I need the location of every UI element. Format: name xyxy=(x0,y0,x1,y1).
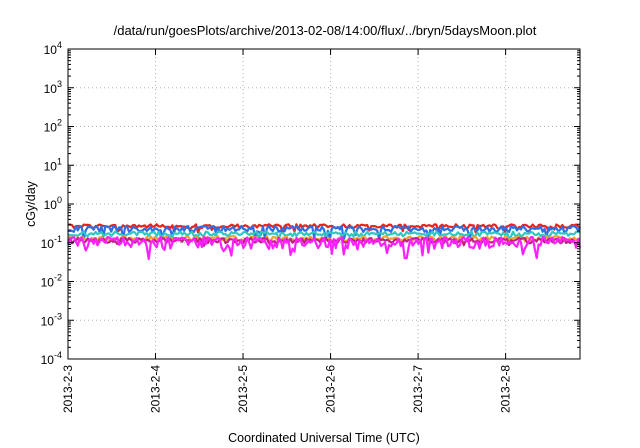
y-tick-label: 10-3 xyxy=(41,311,62,328)
x-tick-label: 2013-2-8 xyxy=(499,365,513,413)
y-tick-label: 102 xyxy=(44,118,62,135)
y-tick-label: 100 xyxy=(44,195,62,212)
y-tick-label: 101 xyxy=(44,156,62,173)
y-tick-label: 10-2 xyxy=(41,273,62,290)
y-axis: 10-4 10-3 10-2 10-1 100 101 102 103 104 xyxy=(41,40,580,367)
x-tick-label: 2013-2-6 xyxy=(324,365,338,413)
series-line xyxy=(67,223,581,234)
series-line xyxy=(67,224,581,242)
grid xyxy=(68,49,580,359)
series-line xyxy=(67,235,582,261)
x-tick-label: 2013-2-7 xyxy=(411,365,425,413)
series-lines xyxy=(66,223,582,261)
y-tick-label: 103 xyxy=(44,79,62,96)
chart-title: /data/run/goesPlots/archive/2013-02-08/1… xyxy=(114,23,537,38)
y-tick-label: 10-4 xyxy=(41,350,62,367)
x-axis-label: Coordinated Universal Time (UTC) xyxy=(228,431,420,445)
x-tick-label: 2013-2-4 xyxy=(149,365,163,413)
x-tick-label: 2013-2-3 xyxy=(61,365,75,413)
series-line xyxy=(67,230,581,241)
x-axis: 2013-2-3 2013-2-4 2013-2-5 2013-2-6 2013-2-7… xyxy=(61,49,513,413)
y-axis-label: cGy/day xyxy=(24,180,38,227)
x-tick-label: 2013-2-5 xyxy=(236,365,250,413)
y-tick-label: 10-1 xyxy=(41,234,62,251)
y-tick-label: 104 xyxy=(44,40,62,57)
